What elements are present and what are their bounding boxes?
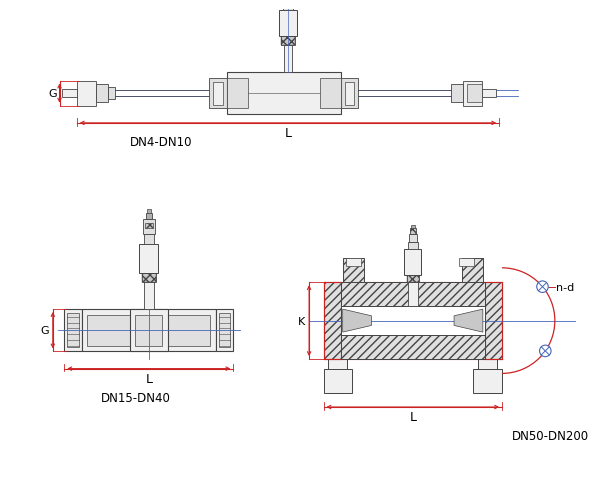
Bar: [320, 79, 341, 109]
Bar: [142, 273, 155, 283]
Bar: [344, 83, 354, 106]
Bar: [323, 369, 352, 393]
Bar: [408, 283, 418, 307]
Bar: [227, 73, 341, 115]
Bar: [284, 46, 292, 73]
Bar: [473, 369, 502, 393]
Bar: [216, 310, 233, 352]
Bar: [478, 350, 497, 393]
Bar: [485, 283, 502, 359]
Polygon shape: [454, 310, 483, 333]
Bar: [219, 313, 230, 348]
Text: G: G: [41, 325, 49, 336]
Bar: [328, 350, 347, 393]
Text: G: G: [49, 89, 57, 99]
Circle shape: [537, 281, 548, 293]
Polygon shape: [343, 310, 371, 333]
Bar: [341, 307, 485, 336]
Bar: [143, 219, 155, 235]
Text: DN4-DN10: DN4-DN10: [130, 135, 192, 148]
Bar: [107, 88, 115, 100]
Bar: [67, 313, 79, 348]
Bar: [144, 283, 154, 310]
Bar: [410, 229, 416, 235]
Bar: [147, 210, 151, 214]
Text: n-d: n-d: [556, 282, 574, 292]
Bar: [130, 310, 168, 352]
Bar: [459, 259, 474, 266]
Text: L: L: [284, 127, 292, 140]
Bar: [407, 275, 419, 283]
Bar: [409, 235, 416, 242]
Bar: [346, 259, 361, 266]
Bar: [136, 315, 162, 346]
Bar: [341, 283, 485, 307]
Bar: [462, 259, 483, 283]
Bar: [62, 90, 77, 98]
Bar: [144, 235, 154, 244]
Bar: [411, 225, 415, 229]
Bar: [82, 310, 216, 352]
Bar: [64, 310, 82, 352]
Bar: [146, 214, 152, 219]
Bar: [343, 259, 364, 283]
Bar: [77, 82, 96, 107]
Bar: [96, 85, 107, 103]
Bar: [341, 336, 485, 359]
Bar: [283, 0, 293, 11]
Bar: [142, 273, 155, 283]
Bar: [341, 79, 358, 109]
Bar: [467, 85, 482, 103]
Bar: [227, 79, 248, 109]
Bar: [280, 11, 296, 36]
Circle shape: [539, 346, 551, 357]
Text: DN15-DN40: DN15-DN40: [101, 391, 170, 404]
Text: K: K: [298, 316, 305, 326]
Text: L: L: [145, 372, 152, 385]
Bar: [408, 242, 418, 249]
Bar: [463, 82, 482, 107]
Bar: [323, 283, 341, 359]
Bar: [139, 244, 158, 273]
Bar: [407, 275, 419, 283]
Bar: [145, 223, 152, 229]
Bar: [213, 83, 223, 106]
Text: DN50-DN200: DN50-DN200: [512, 430, 589, 443]
Bar: [281, 36, 295, 46]
Bar: [482, 90, 496, 98]
Bar: [281, 36, 295, 46]
Bar: [209, 79, 227, 109]
Bar: [88, 315, 210, 346]
Bar: [404, 249, 421, 275]
Text: L: L: [409, 410, 416, 423]
Bar: [451, 85, 463, 103]
